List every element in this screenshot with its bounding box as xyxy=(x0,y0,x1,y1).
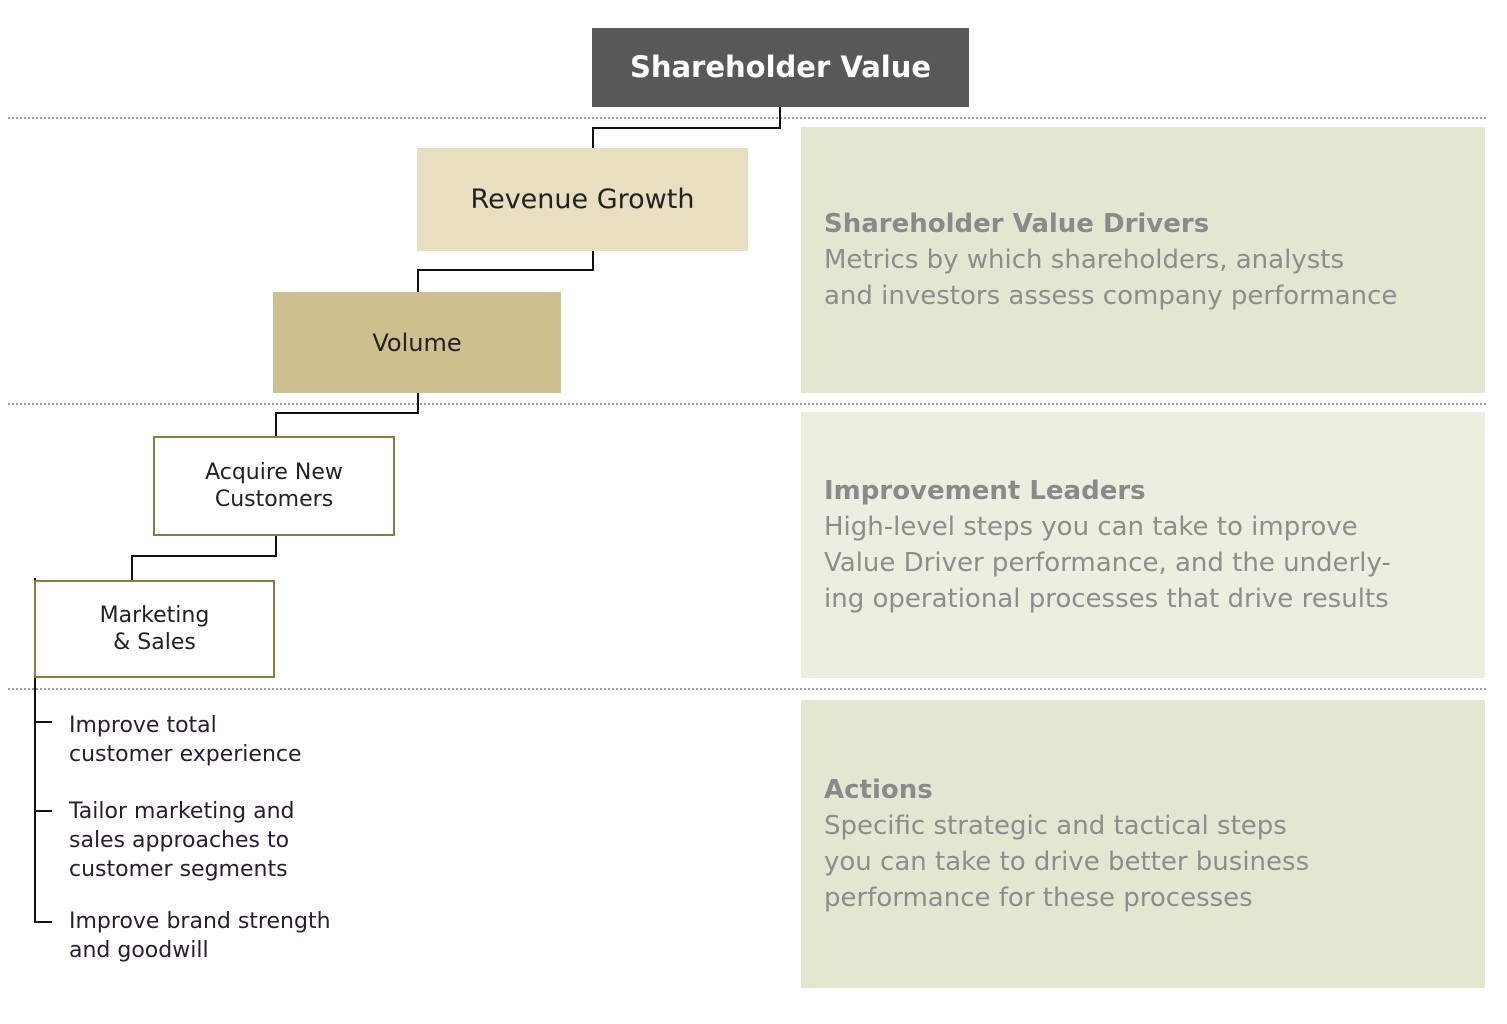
panel-text-line: ing operational processes that drive res… xyxy=(824,584,1389,614)
connector xyxy=(131,555,133,580)
marketing-label-line: & Sales xyxy=(113,630,196,655)
action-line: sales approaches to xyxy=(69,828,290,853)
action-line: Tailor marketing and xyxy=(69,799,295,824)
tier-separator-3 xyxy=(8,688,1486,690)
action-line: customer segments xyxy=(69,857,288,882)
connector xyxy=(275,412,419,414)
panel-title: Shareholder Value Drivers xyxy=(824,209,1210,239)
panel-text-line: you can take to drive better business xyxy=(824,847,1310,877)
connector xyxy=(417,269,594,271)
revenue-growth-node: Revenue Growth xyxy=(417,148,748,251)
acquire-new-customers-node: Acquire New Customers xyxy=(153,436,395,536)
shareholder-value-label: Shareholder Value xyxy=(629,50,932,85)
connector xyxy=(417,269,419,292)
improvement-leaders-panel: Improvement Leaders High-level steps you… xyxy=(801,412,1485,678)
marketing-label-line: Marketing xyxy=(99,602,210,628)
marketing-sales-node: Marketing & Sales xyxy=(34,580,275,678)
action-tick xyxy=(34,810,52,812)
tier-separator-2 xyxy=(8,403,1486,405)
action-item: Improve total customer experience xyxy=(69,711,302,769)
actions-panel: Actions Specific strategic and tactical … xyxy=(801,700,1485,988)
action-tick xyxy=(34,921,52,923)
connector xyxy=(275,412,277,436)
acquire-label-line: Acquire New xyxy=(205,459,343,485)
volume-node: Volume xyxy=(273,292,561,393)
connector xyxy=(275,536,277,557)
action-line: customer experience xyxy=(69,742,302,767)
revenue-growth-label: Revenue Growth xyxy=(470,183,695,215)
action-tick xyxy=(34,721,52,723)
shareholder-value-drivers-panel: Shareholder Value Drivers Metrics by whi… xyxy=(801,127,1485,393)
connector xyxy=(592,127,594,148)
tier-separator-1 xyxy=(8,117,1486,119)
connector xyxy=(131,555,277,557)
connector xyxy=(417,393,419,414)
action-line: and goodwill xyxy=(69,938,209,963)
action-item: Tailor marketing and sales approaches to… xyxy=(69,797,294,884)
acquire-label-line: Customers xyxy=(214,487,334,512)
connector xyxy=(779,107,781,129)
action-line: Improve brand strength xyxy=(69,909,331,934)
connector xyxy=(592,127,781,129)
panel-text-line: performance for these processes xyxy=(824,883,1253,913)
shareholder-value-node: Shareholder Value xyxy=(592,28,969,107)
panel-text-line: Specific strategic and tactical steps xyxy=(824,811,1287,841)
panel-title: Actions xyxy=(824,775,933,805)
connector xyxy=(592,251,594,271)
volume-label: Volume xyxy=(372,328,462,357)
panel-text-line: and investors assess company performance xyxy=(824,281,1398,311)
action-item: Improve brand strength and goodwill xyxy=(69,907,331,965)
panel-text-line: Metrics by which shareholders, analysts xyxy=(824,245,1344,275)
action-spine xyxy=(34,578,36,923)
panel-title: Improvement Leaders xyxy=(824,476,1146,506)
action-line: Improve total xyxy=(69,713,217,738)
panel-text-line: High-level steps you can take to improve xyxy=(824,512,1358,542)
panel-text-line: Value Driver performance, and the underl… xyxy=(824,548,1391,578)
